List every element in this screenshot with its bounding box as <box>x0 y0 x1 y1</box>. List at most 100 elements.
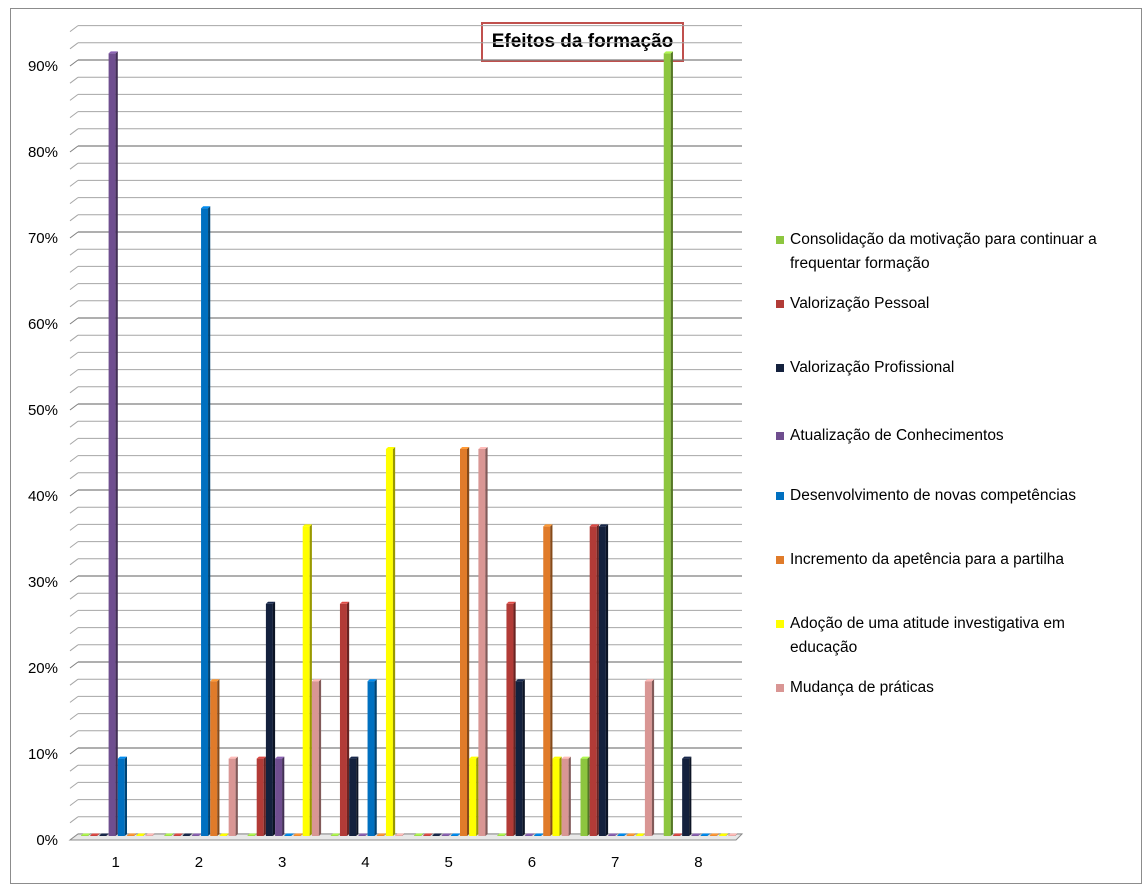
bar <box>515 679 525 836</box>
legend-item: Mudança de práticas <box>776 676 1121 700</box>
gridline <box>69 128 742 136</box>
gridline <box>69 713 742 720</box>
gridline <box>69 747 742 755</box>
bars <box>81 51 738 836</box>
legend-label: Valorização Profissional <box>790 359 955 376</box>
bar <box>423 833 433 836</box>
gridline <box>69 592 742 600</box>
legend-label: Valorização Pessoal <box>790 295 930 312</box>
legend-item: Valorização Profissional <box>776 356 1121 380</box>
legend-item: Consolidação da motivação para continuar… <box>776 228 1121 276</box>
bar <box>635 833 645 836</box>
chart-frame <box>10 8 1142 884</box>
gridline <box>69 300 742 308</box>
gridline <box>69 799 742 806</box>
bar <box>460 447 470 836</box>
bar <box>376 833 386 836</box>
bar <box>682 756 692 836</box>
gridline <box>69 197 742 205</box>
bar <box>247 833 257 836</box>
gridline <box>69 386 742 394</box>
bar <box>617 833 627 836</box>
y-tick-label: 40% <box>28 488 58 505</box>
bar <box>182 833 192 836</box>
bar <box>626 833 636 836</box>
legend-swatch <box>776 364 784 372</box>
y-tick-label: 70% <box>28 230 58 247</box>
y-tick-label: 20% <box>28 660 58 677</box>
bar <box>478 447 488 836</box>
y-tick-label: 0% <box>36 832 58 849</box>
gridline <box>69 111 742 118</box>
gridline <box>69 334 742 342</box>
legend-swatch <box>776 556 784 564</box>
y-tick-label: 50% <box>28 402 58 419</box>
legend-label: Mudança de práticas <box>790 679 934 696</box>
gridline <box>69 59 742 67</box>
gridline <box>69 627 742 634</box>
bar <box>728 833 738 836</box>
bar <box>663 51 673 836</box>
bar <box>358 833 368 836</box>
x-axis-floor <box>68 833 744 841</box>
x-tick-label: 7 <box>611 854 619 871</box>
bar <box>173 833 183 836</box>
gridline <box>69 695 742 703</box>
bar <box>210 679 220 836</box>
bar <box>219 833 229 836</box>
bar <box>644 679 655 836</box>
gridline <box>69 678 742 686</box>
x-tick-label: 8 <box>694 854 702 871</box>
bar <box>330 833 340 836</box>
x-tick-label: 5 <box>444 854 452 871</box>
gridline <box>69 541 742 548</box>
gridline <box>69 730 742 738</box>
gridlines <box>68 25 744 841</box>
gridline <box>69 644 742 652</box>
legend-item: Incremento da apetência para a partilha <box>776 548 1121 572</box>
y-tick-label: 10% <box>28 746 58 763</box>
bar <box>367 679 377 836</box>
legend-swatch <box>776 492 784 500</box>
gridline <box>69 265 742 273</box>
bar <box>293 833 303 836</box>
gridline <box>69 351 742 359</box>
bar <box>441 833 451 836</box>
bar <box>395 833 405 836</box>
gridline <box>69 816 742 824</box>
bar <box>201 206 211 836</box>
gridline <box>69 420 742 428</box>
bar <box>691 833 701 836</box>
gridline <box>69 437 742 445</box>
bar <box>99 833 109 836</box>
gridline <box>69 575 742 583</box>
bar <box>709 833 719 836</box>
bar <box>534 833 544 836</box>
gridline <box>69 179 742 187</box>
bar <box>497 833 507 836</box>
gridline <box>69 248 742 256</box>
bar <box>432 833 442 836</box>
gridline <box>69 369 742 377</box>
gridline <box>69 231 742 239</box>
bar <box>265 601 276 836</box>
bar <box>598 524 609 836</box>
legend-swatch <box>776 620 784 628</box>
bar <box>385 447 396 836</box>
gridline <box>69 609 742 617</box>
legend-label: Adoção de uma atitude investigativa em e… <box>790 615 1065 656</box>
x-tick-label: 4 <box>361 854 369 871</box>
x-tick-label: 2 <box>195 854 203 871</box>
gridline <box>69 403 742 411</box>
bar <box>589 524 599 836</box>
x-tick-label: 1 <box>111 854 119 871</box>
bar <box>256 756 266 836</box>
bar <box>580 756 590 836</box>
y-tick-label: 80% <box>28 144 58 161</box>
bar <box>191 833 202 836</box>
legend-swatch <box>776 684 784 692</box>
gridline <box>69 472 742 480</box>
x-axis-ticks: 1 2 3 4 5 6 7 8 <box>111 854 702 871</box>
legend-swatch <box>776 300 784 308</box>
